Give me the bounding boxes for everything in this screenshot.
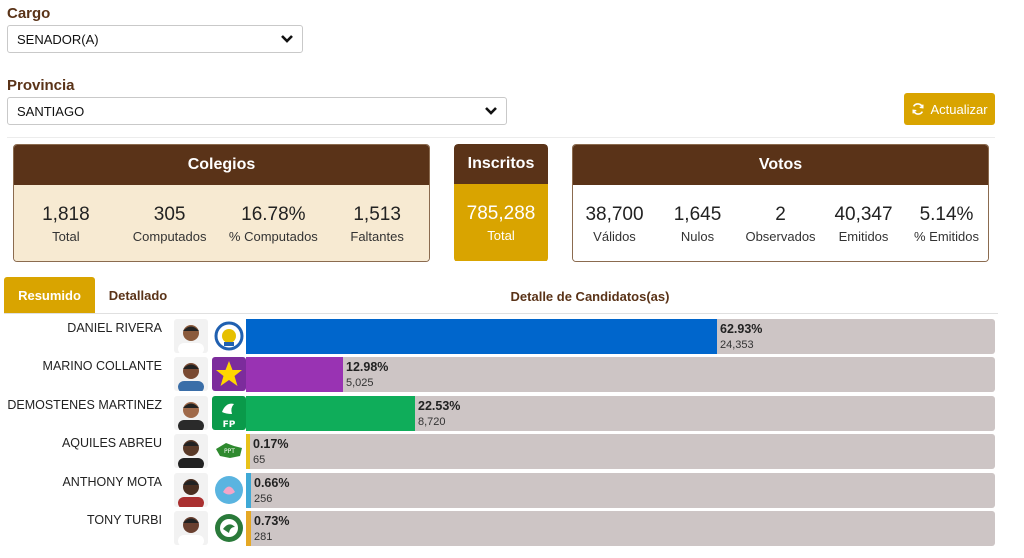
svg-text:FP: FP [223,420,236,430]
vote-bar-fill [246,357,343,393]
blue-party-logo-icon [212,472,246,507]
votos-emitidos: 40,347 Emitidos [834,204,893,244]
candidate-votes: 256 [254,492,273,505]
colegios-faltantes: 1,513 Faltantes [350,204,404,244]
vote-bar-fill [246,395,415,431]
candidate-name: ANTHONY MOTA [62,474,162,489]
candidate-row: ANTHONY MOTA 0.66% 256 [0,472,1000,508]
divider [7,137,995,138]
votos-card: Votos 38,700 Válidos 1,645 Nulos 2 Observad… [572,144,989,262]
votos-nulos: 1,645 Nulos [673,204,722,244]
candidate-name: TONY TURBI [86,513,162,527]
candidate-name: MARINO COLLANTE [42,359,162,374]
candidate-percent: 22.53% [418,398,461,413]
candidate-percent: 0.17% [253,437,289,452]
provincia-label: Provincia [7,77,75,94]
vote-bar-fill [246,319,717,354]
chevron-down-icon [281,35,293,43]
cargo-label: Cargo [7,5,51,22]
inscritos-total: 785,288 Total [466,203,536,243]
provincia-select[interactable]: SANTIAGO [7,97,507,125]
pld-logo-icon [212,319,246,353]
vote-bar-fill [246,434,250,470]
candidate-votes: 8,720 [418,415,446,428]
colegios-computados: 305 Computados [132,204,207,244]
vote-bar-fill [246,472,251,508]
candidate-photo [174,395,208,430]
dove-party-logo-icon [212,511,246,545]
candidate-photo [174,511,208,545]
svg-text:PPT: PPT [224,448,235,455]
candidate-name: DEMOSTENES MARTINEZ [7,397,162,412]
fp-logo-icon: FP [212,395,246,430]
colegios-card: Colegios 1,818 Total 305 Computados 16.78%… [13,144,430,262]
vote-bar-track: 0.66% 256 [246,472,995,508]
votos-validos: 38,700 Válidos [585,204,644,244]
candidate-votes: 24,353 [720,339,754,351]
candidate-percent: 0.73% [254,514,290,528]
update-button-label: Actualizar [930,101,988,117]
candidate-name: DANIEL RIVERA [67,321,162,335]
votos-pct-emitidos: 5.14%% Emitidos [913,204,980,244]
cargo-select-value: SENADOR(A) [17,32,99,47]
vote-bar-fill [246,511,251,546]
candidate-name: AQUILES ABREU [61,436,162,451]
candidate-votes: 281 [254,531,273,543]
candidate-photo [174,357,208,392]
inscritos-card: Inscritos 785,288 Total [454,144,548,262]
candidate-percent: 0.66% [254,475,290,490]
candidate-photo [174,434,208,469]
colegios-total: 1,818 Total [42,204,90,244]
vote-bar-track: 0.73% 281 [246,511,995,546]
candidate-row: DEMOSTENES MARTINEZ FP 22.53% 8,720 [0,395,1000,431]
tab-underline [4,313,998,314]
inscritos-title: Inscritos [454,144,548,184]
vote-bar-track: 0.17% 65 [246,434,995,470]
detail-title: Detalle de Candidatos(as) [510,289,670,304]
vote-bar-track: 62.93% 24,353 [246,319,995,354]
candidate-percent: 12.98% [346,360,389,375]
candidate-row: MARINO COLLANTE 12.98% 5,025 [0,356,1000,393]
candidate-percent: 62.93% [720,322,763,336]
cargo-select[interactable]: SENADOR(A) [7,25,303,53]
chevron-down-icon [485,107,497,115]
candidate-photo [174,472,208,507]
refresh-icon [912,103,924,115]
vote-bar-track: 22.53% 8,720 [246,395,995,431]
votos-observados: 2 Observados [745,204,816,244]
candidate-row: TONY TURBI 0.73% 281 [0,510,1000,546]
map-party-logo-icon: PPT [212,434,246,469]
tab-detallado[interactable]: Detallado [108,288,168,303]
update-button[interactable]: Actualizar [904,93,995,125]
candidate-votes: 5,025 [346,377,374,390]
vote-bar-track: 12.98% 5,025 [246,357,995,393]
candidate-row: DANIEL RIVERA 62.93% 24,353 [0,318,1000,354]
candidate-photo [174,319,208,353]
votos-title: Votos [573,145,988,185]
candidate-votes: 65 [253,454,266,467]
prd-star-logo-icon [212,357,246,392]
tab-resumido[interactable]: Resumido [4,277,95,314]
candidate-row: AQUILES ABREU PPT 0.17% 65 [0,433,1000,470]
colegios-pct-computados: 16.78%% Computados [228,204,318,244]
colegios-title: Colegios [14,145,429,185]
provincia-select-value: SANTIAGO [17,104,85,119]
